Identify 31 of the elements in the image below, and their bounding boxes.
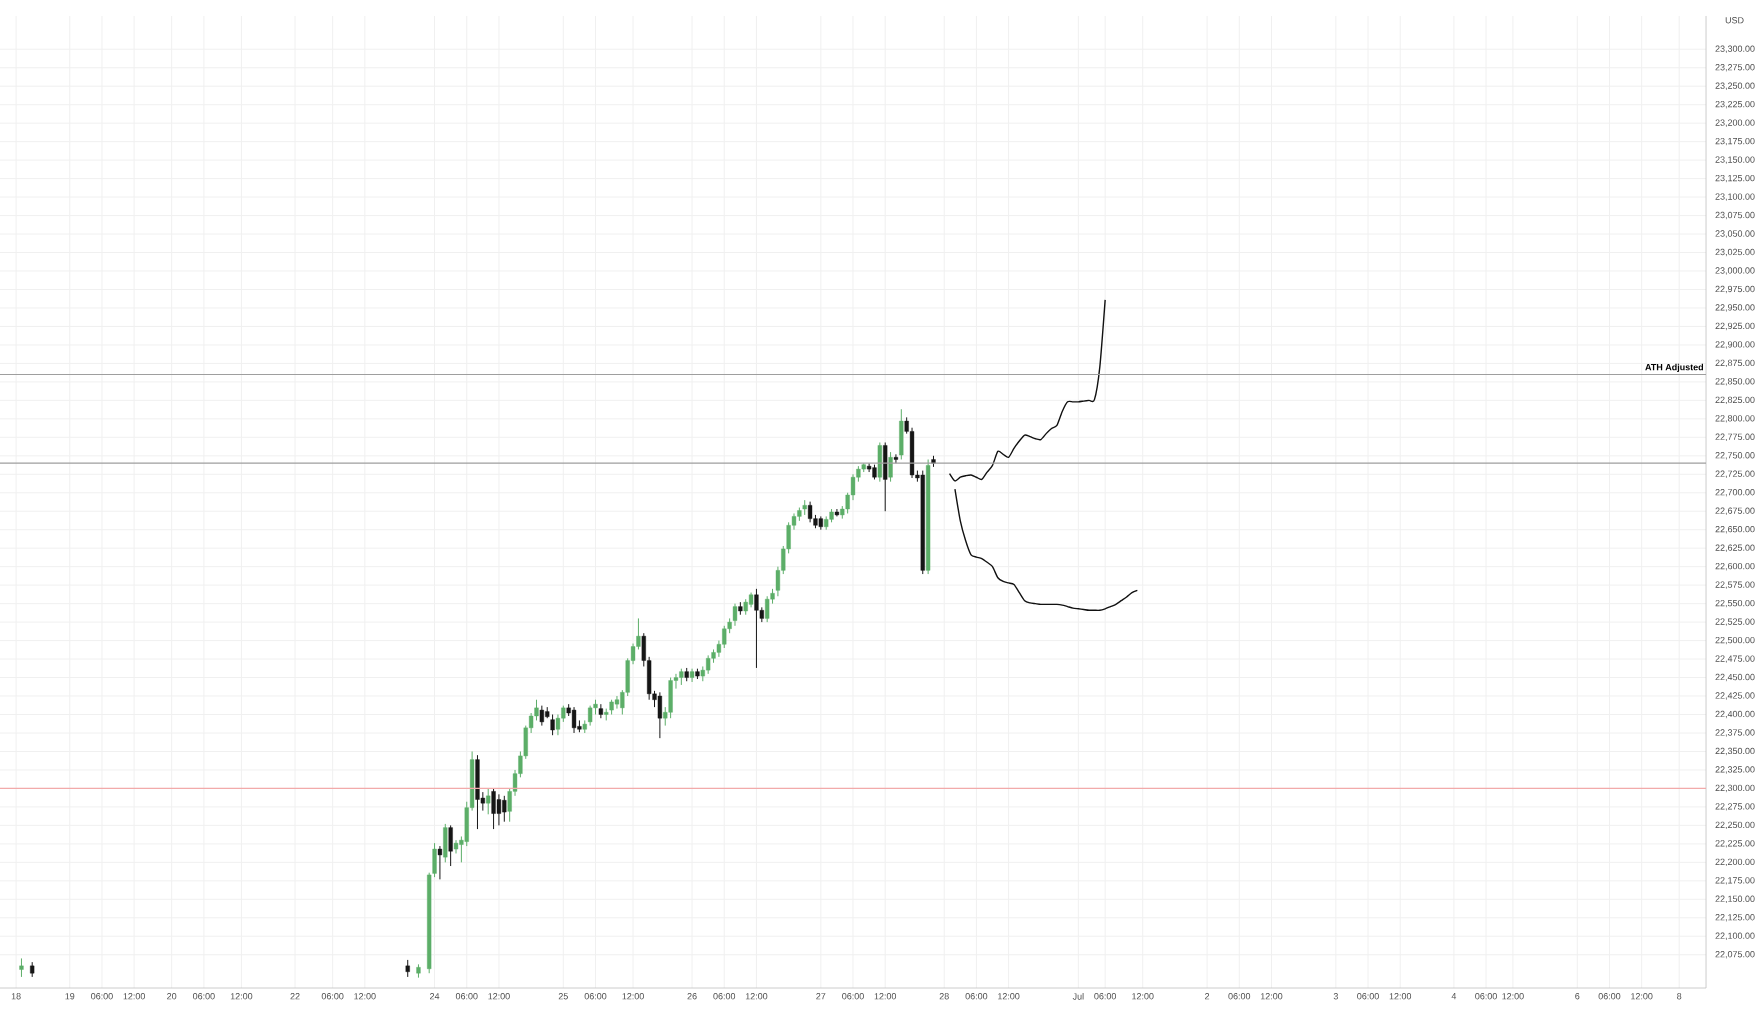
candlestick: [443, 823, 448, 863]
candlestick: [555, 714, 561, 736]
candlestick: [877, 441, 882, 483]
candlestick: [614, 695, 620, 710]
candlestick: [883, 441, 888, 512]
candlestick: [486, 787, 491, 815]
line-series: [954, 488, 1139, 612]
candlestick: [496, 793, 502, 826]
candlestick: [539, 705, 544, 727]
candlestick: [502, 795, 507, 823]
candlestick: [437, 845, 443, 880]
candlestick: [899, 408, 904, 460]
candlestick: [722, 625, 727, 649]
candlestick: [448, 824, 453, 867]
candlestick: [668, 677, 673, 719]
candlestick: [475, 754, 480, 830]
candlestick: [689, 668, 695, 683]
candlestick: [19, 957, 24, 978]
candlestick: [765, 595, 770, 623]
candlestick: [754, 588, 759, 669]
candlestick: [571, 706, 577, 734]
candlestick: [807, 501, 813, 523]
candlestick: [588, 705, 593, 727]
candlestick: [732, 603, 738, 627]
candlestick: [491, 787, 496, 830]
candlestick: [657, 691, 663, 739]
candlestick: [550, 714, 555, 736]
line-series: [948, 299, 1106, 482]
candlestick: [706, 654, 711, 675]
candlestick: [598, 703, 603, 719]
candlestick: [888, 451, 893, 483]
